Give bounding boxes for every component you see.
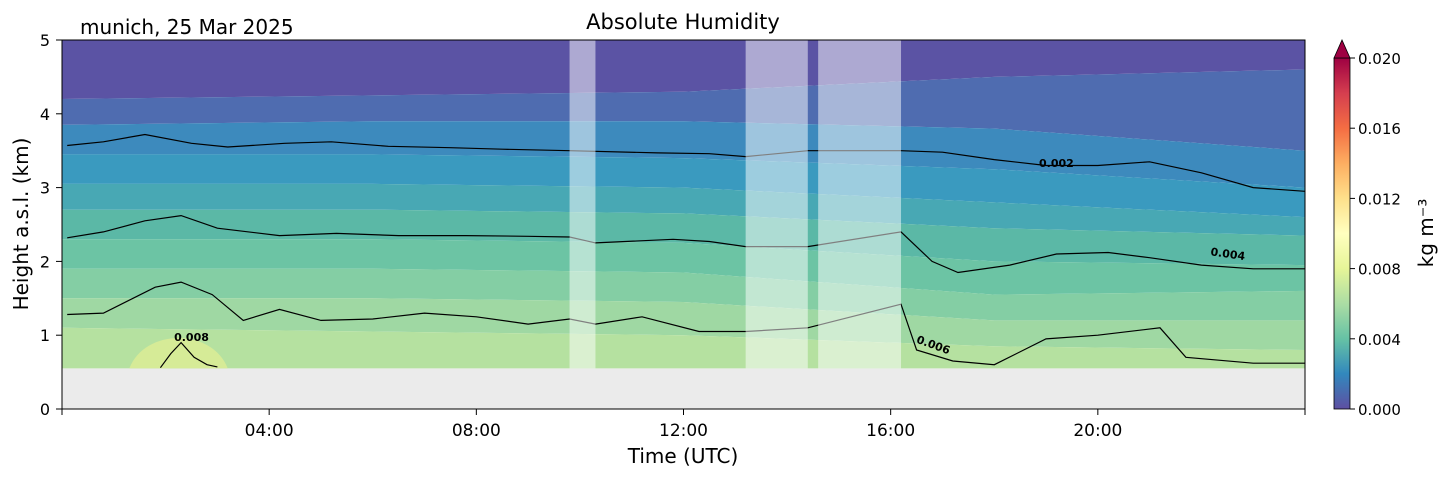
- y-axis-ticks: 0 1 2 3 4 5: [40, 31, 62, 419]
- humidity-band: [62, 209, 1305, 266]
- colorbar-tick-label: 0.012: [1358, 190, 1401, 208]
- humidity-band: [62, 268, 1305, 321]
- y-tick-label: 2: [40, 252, 50, 271]
- humidity-band: [62, 154, 1305, 218]
- colorbar-extend-arrow: [1333, 39, 1351, 59]
- colorbar-tick-label: 0.008: [1358, 261, 1401, 279]
- contour-label: 0.008: [174, 331, 209, 344]
- masked-period: [745, 40, 808, 369]
- y-tick-label: 5: [40, 31, 50, 50]
- colorbar-ticks: 0.000 0.004 0.008 0.012 0.016 0.020: [1350, 50, 1401, 419]
- humidity-band: [62, 239, 1305, 295]
- masked-periods: [569, 40, 902, 369]
- contour-label: 0.002: [1039, 157, 1074, 170]
- colorbar-tick-label: 0.016: [1358, 120, 1401, 138]
- humidity-band: [62, 40, 1305, 99]
- y-tick-label: 4: [40, 105, 50, 124]
- contour-0.002: [67, 133, 1305, 192]
- x-axis-label: Time (UTC): [627, 444, 739, 468]
- humidity-band: [62, 183, 1305, 236]
- contour-0.008: [159, 341, 218, 369]
- humidity-band: [62, 298, 1305, 350]
- y-tick-label: 3: [40, 179, 50, 198]
- y-axis-label: Height a.s.l. (km): [9, 138, 33, 311]
- x-tick-label: 04:00: [245, 421, 294, 441]
- no-data-region: [62, 368, 1305, 409]
- colorbar-label: kg m⁻³: [1414, 199, 1438, 268]
- humidity-field: [62, 40, 1305, 409]
- chart-subtitle: munich, 25 Mar 2025: [80, 15, 294, 39]
- contour-label: 0.004: [1210, 245, 1247, 263]
- x-axis-ticks: 04:00 08:00 12:00 16:00 20:00: [61, 409, 1306, 441]
- y-tick-label: 0: [40, 400, 50, 419]
- colorbar: [1333, 57, 1351, 410]
- humidity-band: [62, 121, 1305, 188]
- colorbar-tick-label: 0.000: [1358, 401, 1401, 419]
- masked-period: [569, 40, 596, 369]
- masked-period: [818, 40, 902, 369]
- humidity-band: [62, 69, 1305, 151]
- x-tick-label: 16:00: [866, 421, 915, 441]
- chart-title: Absolute Humidity: [586, 10, 780, 34]
- humidity-band: [62, 327, 1305, 369]
- contour-0.006: [67, 281, 1305, 366]
- x-tick-label: 08:00: [452, 421, 501, 441]
- contour-0.004: [67, 214, 1305, 274]
- moist-pocket: [129, 337, 228, 369]
- y-tick-label: 1: [40, 326, 50, 345]
- x-tick-label: 20:00: [1073, 421, 1122, 441]
- colorbar-tick-label: 0.020: [1358, 50, 1401, 68]
- x-tick-label: 12:00: [659, 421, 708, 441]
- colorbar-tick-label: 0.004: [1358, 331, 1401, 349]
